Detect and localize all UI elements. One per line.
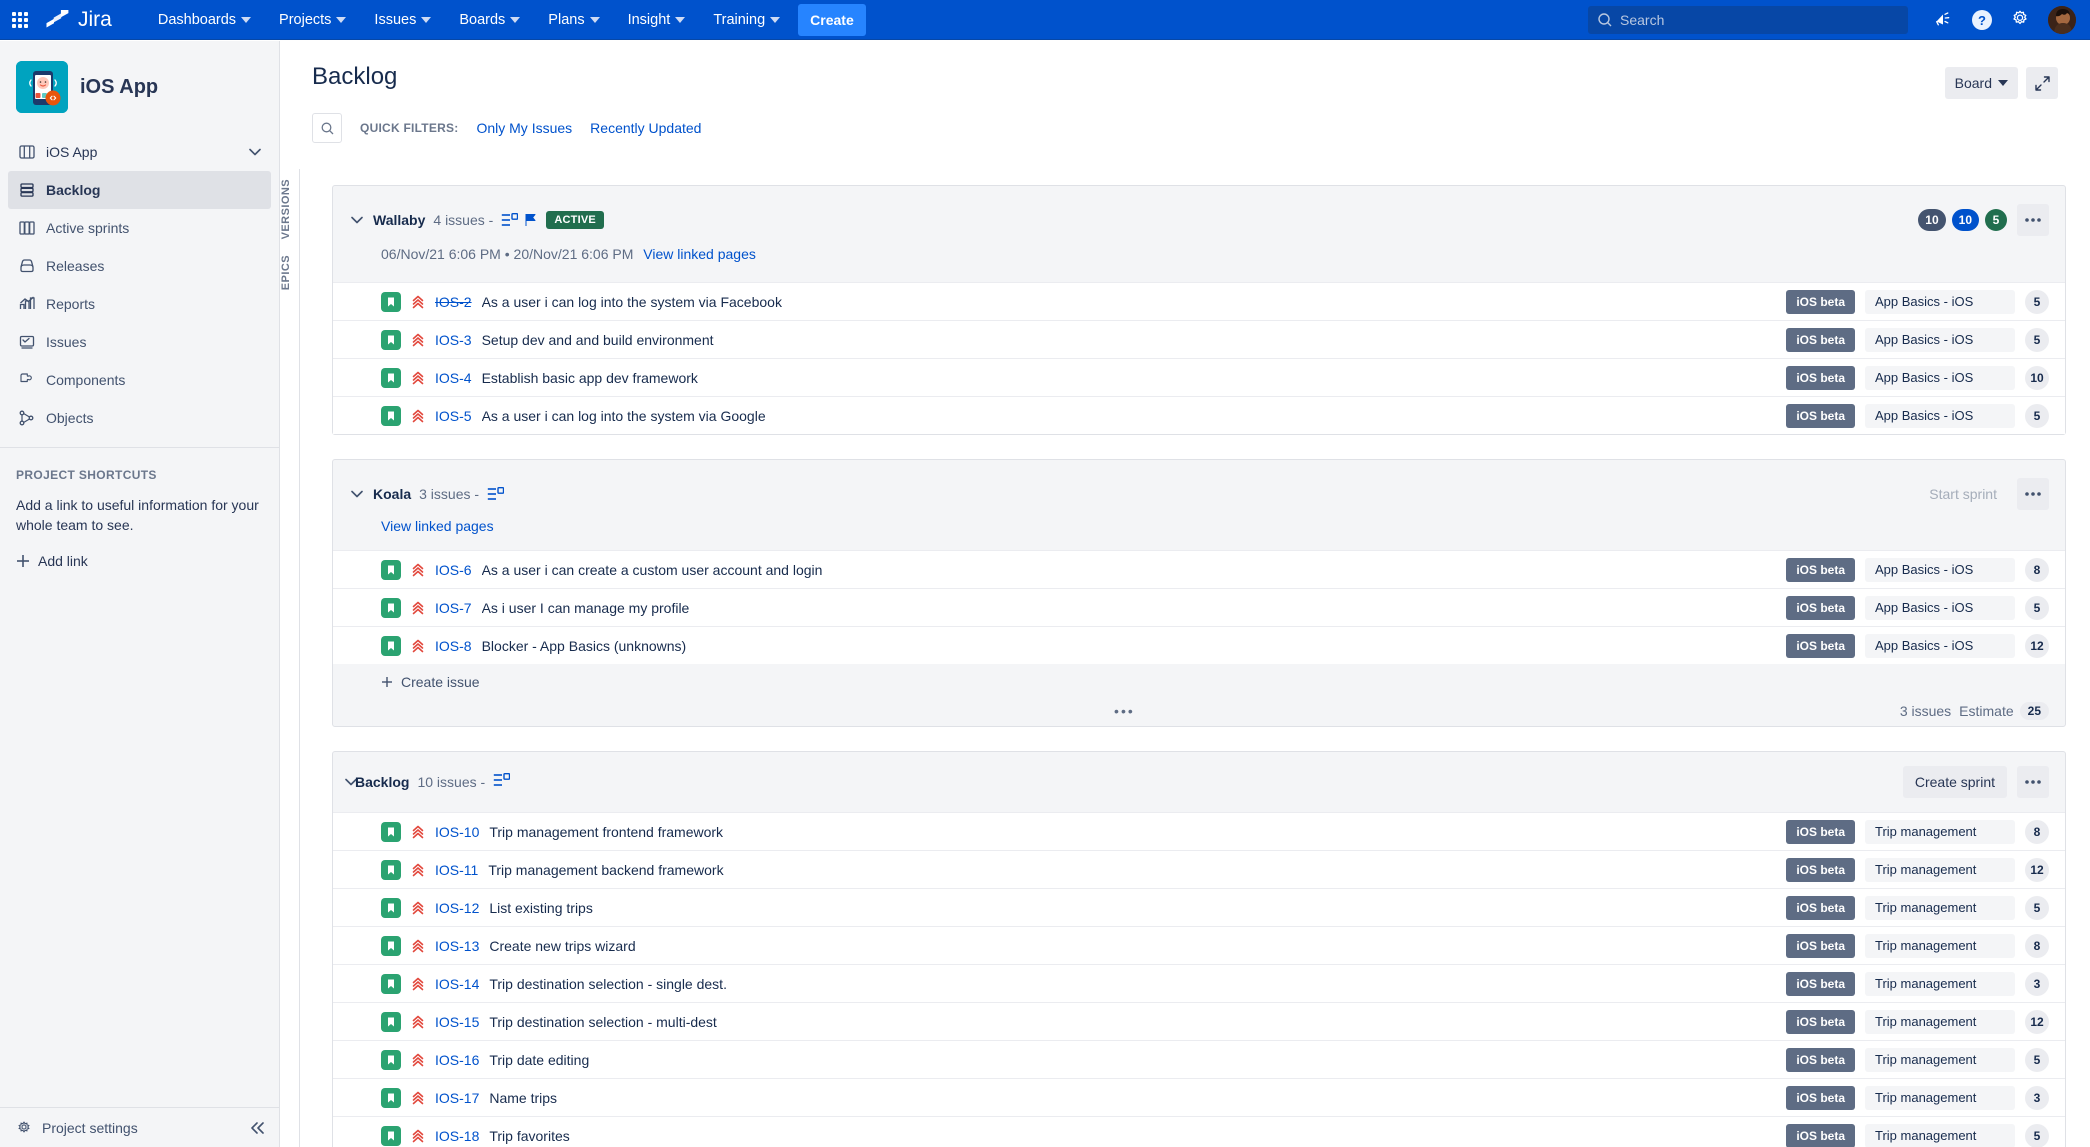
svg-text:?: ? [1978,13,1986,28]
